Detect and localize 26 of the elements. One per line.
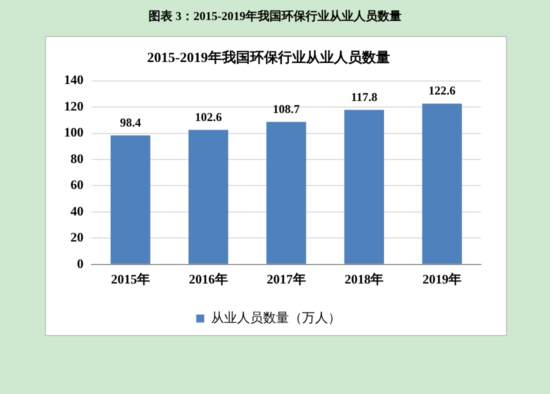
data-label: 108.7	[272, 102, 300, 116]
bar	[110, 135, 150, 264]
x-tick-label: 2018年	[344, 272, 384, 287]
data-label: 102.6	[194, 110, 222, 124]
text: 图表 3：2015-2019年我国环保行业从业人员数量	[148, 8, 402, 25]
chart-title: 2015-2019年我国环保行业从业人员数量	[147, 50, 390, 66]
x-tick-label: 2019年	[422, 272, 462, 287]
y-tick-label: 120	[64, 98, 84, 114]
data-label: 122.6	[428, 84, 456, 98]
y-tick-label: 20	[70, 230, 84, 245]
x-tick-label: 2015年	[110, 272, 150, 287]
bar	[344, 110, 384, 264]
y-tick-label: 80	[70, 150, 84, 166]
y-tick-label: 60	[70, 177, 84, 192]
bar	[266, 122, 306, 264]
y-tick-label: 140	[64, 72, 84, 88]
y-tick-label: 40	[70, 203, 84, 218]
y-tick-label: 100	[64, 124, 84, 140]
x-tick-label: 2016年	[188, 272, 228, 287]
x-tick-label: 2017年	[266, 272, 306, 287]
data-label: 117.8	[350, 90, 378, 104]
bar	[422, 104, 462, 264]
bar	[188, 130, 228, 264]
legend-label: 从业人员数量（万人）	[210, 310, 341, 325]
data-label: 98.4	[120, 115, 141, 130]
y-tick-label: 0	[77, 256, 84, 271]
